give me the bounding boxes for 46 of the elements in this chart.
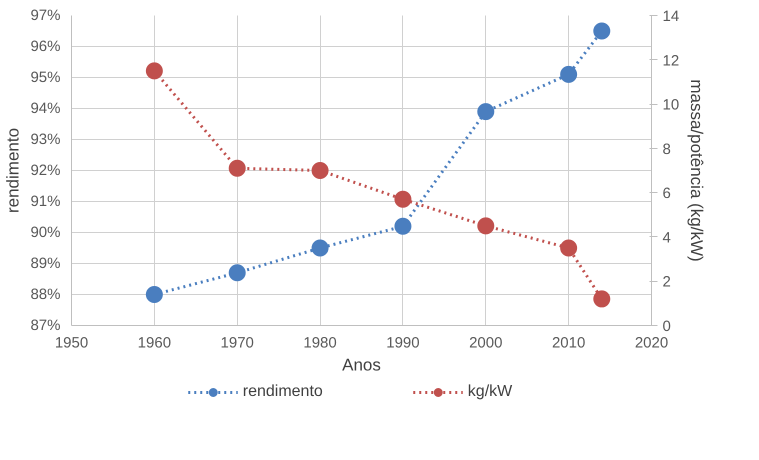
point: [560, 66, 578, 83]
x-tick-label: 1960: [138, 334, 172, 352]
x-tick-label: 2000: [469, 334, 502, 352]
point: [593, 22, 610, 40]
x-tick-label: 1950: [54, 334, 88, 352]
point: [146, 286, 163, 303]
x-tick-label: 2020: [634, 334, 668, 352]
y2-tick-label: 0: [662, 318, 671, 335]
x-tick-label: 1990: [386, 334, 420, 352]
y-tick-label: 87%: [30, 317, 61, 334]
point: [593, 290, 610, 308]
y2-tick-label: 10: [662, 96, 680, 114]
point: [312, 162, 329, 179]
y-tick-label: 97%: [30, 7, 61, 24]
y2-tick-label: 12: [662, 52, 680, 70]
y-tick-label: 94%: [30, 100, 61, 117]
y2-tick-label: 2: [662, 274, 671, 291]
y-tick-label: 89%: [30, 255, 61, 272]
point: [477, 217, 494, 234]
y2-tick-label: 14: [662, 8, 680, 25]
x-tick-label: 1970: [220, 334, 254, 352]
point: [228, 264, 246, 282]
x-axis-title: Anos: [342, 356, 381, 374]
point: [394, 218, 412, 235]
y2-axis-title: massa/potência (kg/kW): [687, 79, 706, 262]
point: [560, 240, 578, 256]
legend-label: kg/kW: [468, 383, 512, 401]
y-tick-label: 88%: [30, 286, 61, 303]
y-tick-label: 92%: [30, 162, 61, 179]
legend-label: rendimento: [242, 383, 323, 401]
point: [312, 240, 329, 256]
x-tick-label: 1980: [303, 334, 337, 352]
y2-tick-label: 4: [662, 229, 671, 246]
y-tick-label: 95%: [30, 69, 61, 86]
y2-tick-label: 6: [662, 185, 671, 202]
point: [228, 160, 246, 177]
point: [394, 190, 412, 208]
y-axis-title: rendimento: [3, 128, 22, 214]
y-tick-label: 93%: [30, 131, 61, 148]
x-tick-label: 2010: [552, 334, 586, 352]
point: [146, 62, 163, 80]
y-tick-label: 90%: [30, 224, 61, 241]
y-tick-label: 91%: [30, 193, 61, 210]
point: [477, 103, 494, 120]
y-tick-label: 96%: [30, 38, 61, 55]
y2-tick-label: 8: [662, 140, 671, 158]
